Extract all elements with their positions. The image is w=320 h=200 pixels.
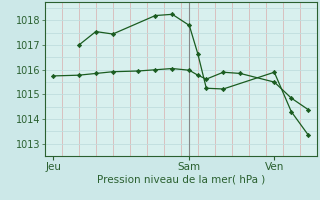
X-axis label: Pression niveau de la mer( hPa ): Pression niveau de la mer( hPa ) (97, 174, 265, 184)
